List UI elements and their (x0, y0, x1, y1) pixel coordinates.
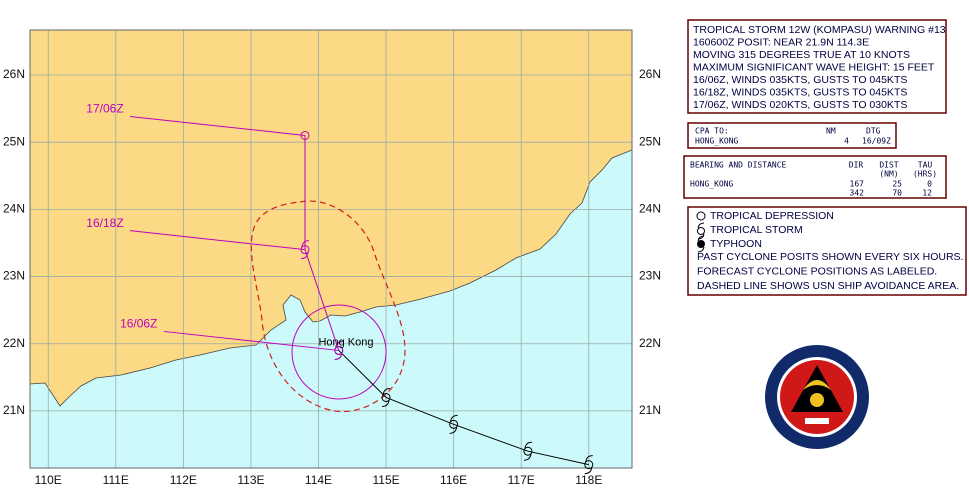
symbol-arms (449, 414, 458, 434)
symbol-arms (584, 455, 593, 475)
bearing-cell: 167 (850, 180, 865, 189)
lat-label-right: 21N (639, 403, 661, 417)
lat-label-left: 24N (3, 202, 25, 216)
bearing-cell: 70 (892, 189, 902, 198)
forecast-label: 16/06Z (120, 317, 157, 331)
warning-line: MAXIMUM SIGNIFICANT WAVE HEIGHT: 15 FEET (693, 61, 935, 73)
bearing-place: HONG_KONG (690, 180, 734, 189)
legend-symbol-text: TROPICAL DEPRESSION (710, 210, 834, 222)
lat-label-right: 23N (639, 269, 661, 283)
cpa-cell: 4 (844, 137, 849, 146)
bearing-cell: 12 (922, 189, 932, 198)
legend-note: DASHED LINE SHOWS USN SHIP AVOIDANCE ARE… (697, 280, 959, 292)
legend-note: FORECAST CYCLONE POSITIONS AS LABELED. (697, 265, 937, 277)
lon-label: 115E (372, 473, 399, 487)
bearing-box (683, 155, 947, 199)
label-leader (129, 115, 306, 136)
symbol-center (449, 419, 459, 429)
lon-label: 118E (575, 473, 602, 487)
lon-label: 113E (237, 473, 264, 487)
map-frame (29, 29, 633, 469)
symbol-arms (334, 340, 343, 360)
typhoon-symbol (697, 235, 705, 253)
label-leader (129, 230, 306, 251)
bearing-unit: (HRS) (913, 170, 937, 179)
legend-symbol-text: TROPICAL STORM (710, 224, 803, 236)
lat-label-right: 24N (639, 202, 661, 216)
bearing-cell: 342 (850, 189, 865, 198)
lon-label: 117E (508, 473, 535, 487)
storm-symbol (334, 340, 344, 360)
cpa-cell: 16/09Z (862, 137, 891, 146)
symbol-arms (523, 441, 532, 461)
wind-radius (291, 304, 387, 400)
warning-line: TROPICAL STORM 12W (KOMPASU) WARNING #13 (693, 24, 946, 36)
storm-symbol (584, 455, 594, 475)
storm-symbol (523, 441, 533, 461)
lat-label-left: 22N (3, 336, 25, 350)
lat-label-left: 23N (3, 269, 25, 283)
bearing-header: DIST (879, 161, 898, 170)
symbol-center (523, 446, 533, 456)
forecast-label: 16/18Z (86, 216, 123, 230)
lon-label: 110E (35, 473, 62, 487)
land (29, 29, 633, 407)
label-leader (163, 330, 339, 351)
lat-label-right: 25N (639, 134, 661, 148)
depression-symbol (300, 130, 310, 140)
storm-symbol (300, 240, 310, 260)
legend-note: PAST CYCLONE POSITS SHOWN EVERY SIX HOUR… (697, 251, 963, 263)
warning-line: 17/06Z, WINDS 020KTS, GUSTS TO 030KTS (693, 99, 907, 111)
cpa-cell: HONG_KONG (695, 137, 739, 146)
avoidance-area (250, 200, 406, 413)
warning-line: 160600Z POSIT: NEAR 21.9N 114.3E (693, 36, 869, 48)
info-panel: TROPICAL STORM 12W (KOMPASU) WARNING #13… (683, 19, 967, 449)
forecast-label: 17/06Z (86, 102, 123, 116)
cpa-header: NM (826, 127, 836, 136)
cpa-header: CPA TO: (695, 127, 729, 136)
warning-line: MOVING 315 DEGREES TRUE AT 10 KNOTS (693, 49, 910, 61)
symbol-center (584, 460, 594, 470)
symbol-center (381, 392, 391, 402)
city-label: Hong Kong (318, 336, 373, 348)
legend-symbol-text: TYPHOON (710, 238, 762, 250)
storm-symbol (449, 414, 459, 434)
bearing-title: BEARING AND DISTANCE (690, 161, 787, 170)
lon-label: 116E (440, 473, 467, 487)
past-track (338, 350, 589, 466)
bearing-cell: 0 (927, 180, 932, 189)
symbol-center (300, 245, 310, 255)
symbol-center (300, 130, 310, 140)
legend-box (687, 206, 967, 296)
grid (30, 30, 632, 468)
bearing-header: DIR (849, 161, 864, 170)
symbol-arms (382, 387, 391, 407)
lon-label: 112E (170, 473, 197, 487)
lat-label-right: 26N (639, 67, 661, 81)
depression-symbol (696, 211, 706, 221)
warning-box (687, 19, 947, 114)
lat-label-left: 21N (3, 403, 25, 417)
bearing-cell: 25 (892, 180, 902, 189)
lat-label-right: 22N (639, 336, 661, 350)
lat-label-left: 26N (3, 67, 25, 81)
lat-label-left: 25N (3, 134, 25, 148)
warning-line: 16/06Z, WINDS 035KTS, GUSTS TO 045KTS (693, 74, 907, 86)
lon-label: 111E (103, 473, 129, 487)
jtwc-emblem (765, 345, 869, 449)
lon-label: 114E (305, 473, 332, 487)
bearing-unit: (NM) (879, 170, 898, 179)
cpa-header: DTG (866, 127, 881, 136)
warning-line: 16/18Z, WINDS 035KTS, GUSTS TO 045KTS (693, 86, 907, 98)
storm-symbol (381, 387, 391, 407)
symbol-center (334, 345, 344, 355)
cpa-box (687, 122, 897, 149)
map: 16/06Z 16/18Z 17/06Z Hong Kong (29, 29, 633, 475)
bearing-header: TAU (918, 161, 933, 170)
symbol-arms (300, 240, 310, 260)
